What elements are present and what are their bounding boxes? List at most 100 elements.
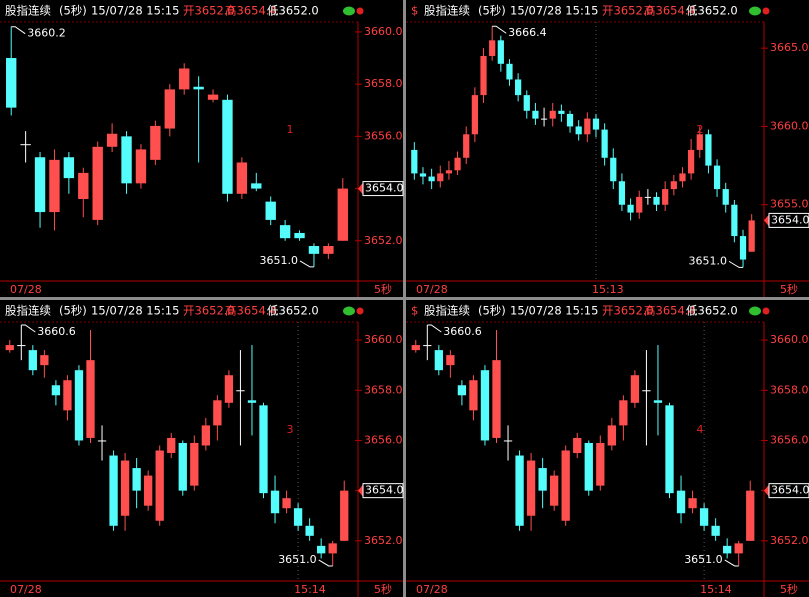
chart-panel[interactable]: $ 股指连续 (5秒) 15/07/28 15:15 开3652.0高3654.4低36… — [406, 300, 809, 597]
last-price-label: 3654.0 — [771, 484, 809, 497]
candle-body — [92, 146, 103, 220]
header-period: (5秒) — [478, 4, 506, 18]
status-icon-dot — [356, 307, 364, 315]
last-price-arrow — [358, 182, 363, 195]
candle-body — [337, 188, 348, 241]
last-price-box — [362, 181, 404, 197]
candle-body — [506, 63, 513, 80]
status-icon-dot — [762, 7, 770, 15]
period-label: 5秒 — [374, 582, 392, 596]
candle-body — [748, 220, 755, 252]
header-open: 开3652.0 — [602, 4, 654, 18]
x-tick-label: 07/28 — [10, 283, 42, 296]
header-open: 开3652.0 — [183, 304, 235, 318]
header-period: (5秒) — [59, 4, 87, 18]
candle-body — [636, 196, 643, 213]
header-high: 高3654.4 — [225, 4, 277, 18]
candle-body — [144, 475, 153, 506]
candle-body — [445, 170, 453, 174]
panel-label: 2 — [697, 123, 704, 136]
candle-body — [492, 360, 501, 438]
chart-panel[interactable]: 股指连续 (5秒) 15/07/28 15:15 开3652.0高3654.4低365… — [0, 0, 404, 297]
candle-body — [642, 390, 651, 392]
chart-panel[interactable]: $ 股指连续 (5秒) 15/07/28 15:15 开3652.0高3654.4低36… — [406, 0, 809, 297]
header-datetime: 15/07/28 15:15 — [91, 304, 179, 318]
y-tick-label: 3660.0 — [364, 333, 403, 346]
min-leader — [724, 559, 739, 567]
candle-body — [550, 475, 559, 506]
min-leader — [318, 559, 333, 567]
y-tick-label: 3658.0 — [364, 383, 403, 396]
y-tick-label: 3660.0 — [770, 119, 809, 132]
candle-body — [434, 350, 443, 371]
candle-body — [178, 442, 187, 491]
y-tick-label: 3655.0 — [770, 198, 809, 211]
candle-body — [584, 442, 593, 491]
candle-body — [222, 99, 233, 194]
max-leader — [21, 324, 36, 333]
candle-body — [454, 157, 461, 171]
candle-body — [601, 129, 608, 158]
candle-body — [713, 165, 721, 190]
candle-body — [538, 468, 547, 491]
x-tick-label: 15:14 — [700, 583, 732, 596]
candle-body — [670, 181, 677, 190]
candle-body — [584, 118, 591, 135]
header-high: 高3654.4 — [644, 4, 696, 18]
candle-body — [723, 545, 732, 554]
candle-body — [106, 133, 118, 147]
last-price-label: 3654.0 — [365, 182, 404, 195]
y-tick-label: 3660.0 — [770, 333, 809, 346]
candle-body — [40, 355, 49, 366]
candle-body — [317, 545, 326, 554]
candle-body — [120, 460, 130, 516]
panel-label: 3 — [287, 423, 294, 436]
candle-body — [665, 405, 674, 494]
candle-body — [97, 440, 107, 442]
header-name: 股指连续 — [5, 4, 51, 18]
max-label: 3660.6 — [37, 325, 76, 338]
x-tick-label: 07/28 — [10, 583, 42, 596]
header-high: 高3654.4 — [644, 304, 696, 318]
candle-body — [20, 144, 31, 146]
status-icon — [749, 306, 761, 316]
candle-body — [167, 437, 176, 454]
candle-body — [722, 189, 729, 205]
header-open: 开3652.0 — [183, 4, 235, 18]
candle-body — [696, 134, 703, 150]
candle-body — [155, 450, 164, 521]
candle-body — [328, 543, 337, 554]
candle-body — [63, 380, 72, 411]
candle-body — [193, 86, 204, 90]
header-datetime: 15/07/28 15:15 — [91, 4, 179, 18]
candle-body — [480, 370, 490, 441]
min-label: 3651.0 — [259, 254, 298, 267]
header-high: 高3654.4 — [225, 304, 277, 318]
candle-body — [627, 204, 634, 213]
y-tick-label: 3658.0 — [364, 77, 403, 90]
candle-body — [28, 350, 37, 371]
chart-panel[interactable]: 股指连续 (5秒) 15/07/28 15:15 开3652.0高3654.4低365… — [0, 300, 404, 597]
panel-background — [0, 0, 403, 297]
last-price-label: 3654.0 — [365, 484, 404, 497]
candle-body — [699, 508, 709, 526]
max-label: 3660.6 — [443, 325, 482, 338]
candle-body — [236, 390, 245, 392]
candle-body — [469, 380, 478, 411]
max-label: 3666.4 — [508, 26, 547, 39]
status-icon — [343, 306, 355, 316]
candle-body — [688, 149, 695, 174]
candle-body — [150, 125, 161, 160]
status-icon-dot — [762, 307, 770, 315]
candle-body — [739, 236, 747, 260]
min-label: 3651.0 — [278, 553, 317, 566]
candle-body — [135, 149, 147, 184]
candle-body — [51, 385, 61, 396]
candle-body — [74, 370, 84, 441]
candle-body — [676, 490, 686, 514]
last-price-box — [768, 483, 809, 499]
header-datetime: 15/07/28 15:15 — [510, 4, 598, 18]
candle-body — [109, 455, 118, 526]
x-tick-label: 07/28 — [416, 283, 448, 296]
panel-label: 1 — [287, 123, 294, 136]
